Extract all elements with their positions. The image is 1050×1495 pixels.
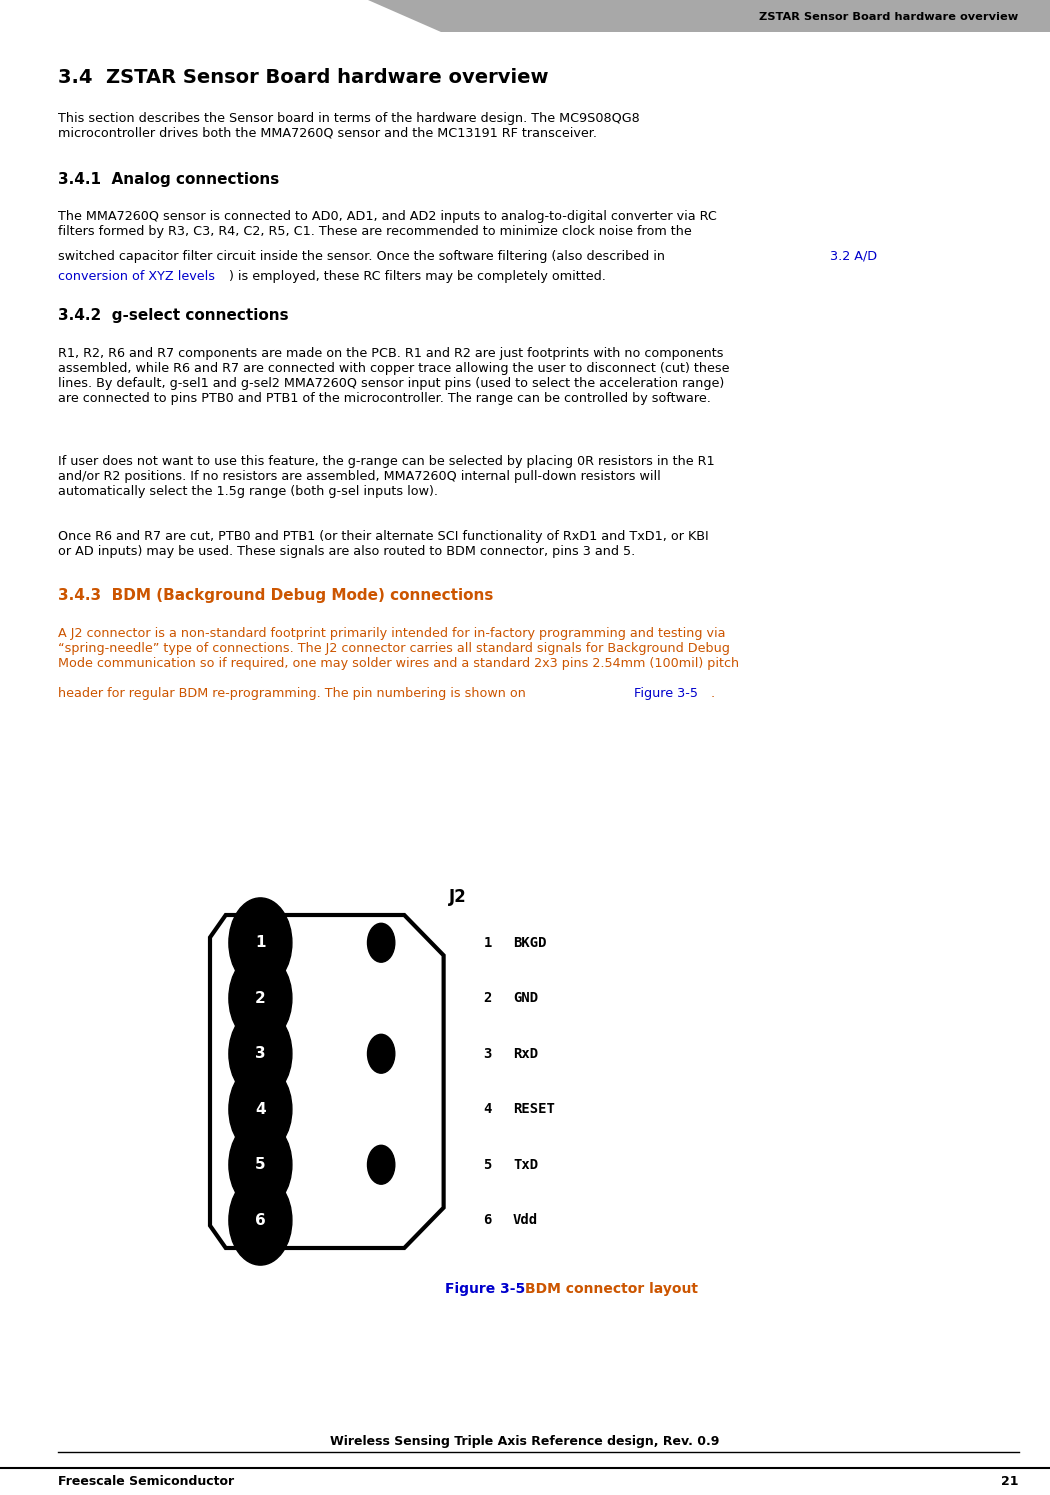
- Text: Once R6 and R7 are cut, PTB0 and PTB1 (or their alternate SCI functionality of R: Once R6 and R7 are cut, PTB0 and PTB1 (o…: [58, 531, 709, 558]
- Text: 1: 1: [255, 936, 266, 951]
- Text: 3.2 A/D: 3.2 A/D: [830, 250, 877, 263]
- Text: GND: GND: [512, 991, 538, 1005]
- Text: BKGD: BKGD: [512, 936, 546, 949]
- Text: 3.4.3  BDM (Background Debug Mode) connections: 3.4.3 BDM (Background Debug Mode) connec…: [58, 588, 494, 602]
- Text: 5: 5: [483, 1157, 491, 1172]
- Polygon shape: [210, 915, 443, 1248]
- Text: 1: 1: [483, 936, 491, 949]
- Text: This section describes the Sensor board in terms of the hardware design. The MC9: This section describes the Sensor board …: [58, 112, 639, 141]
- Text: 3: 3: [483, 1046, 491, 1061]
- Text: header for regular BDM re-programming. The pin numbering is shown on: header for regular BDM re-programming. T…: [58, 686, 529, 700]
- Text: ZSTAR Sensor Board hardware overview: ZSTAR Sensor Board hardware overview: [759, 12, 1018, 22]
- Text: 3: 3: [255, 1046, 266, 1061]
- Text: If user does not want to use this feature, the g-range can be selected by placin: If user does not want to use this featur…: [58, 454, 714, 498]
- Text: 4: 4: [483, 1102, 491, 1117]
- Text: 3.4.1  Analog connections: 3.4.1 Analog connections: [58, 172, 279, 187]
- Text: A J2 connector is a non-standard footprint primarily intended for in-factory pro: A J2 connector is a non-standard footpri…: [58, 626, 739, 670]
- Text: 2: 2: [483, 991, 491, 1005]
- Circle shape: [229, 954, 292, 1044]
- Text: 6: 6: [483, 1214, 491, 1227]
- Text: J2: J2: [449, 888, 466, 906]
- Text: Vdd: Vdd: [512, 1214, 538, 1227]
- Circle shape: [368, 1145, 395, 1184]
- Text: .: .: [711, 686, 715, 700]
- Polygon shape: [368, 0, 1050, 31]
- Text: Wireless Sensing Triple Axis Reference design, Rev. 0.9: Wireless Sensing Triple Axis Reference d…: [331, 1435, 719, 1449]
- Text: 4: 4: [255, 1102, 266, 1117]
- Circle shape: [368, 1035, 395, 1073]
- Text: Figure 3-5: Figure 3-5: [634, 686, 698, 700]
- Text: 3.4  ZSTAR Sensor Board hardware overview: 3.4 ZSTAR Sensor Board hardware overview: [58, 67, 548, 87]
- Circle shape: [229, 1064, 292, 1154]
- Text: RxD: RxD: [512, 1046, 538, 1061]
- Text: TxD: TxD: [512, 1157, 538, 1172]
- Text: 6: 6: [255, 1212, 266, 1227]
- Circle shape: [229, 1120, 292, 1209]
- Text: Figure 3-5: Figure 3-5: [445, 1283, 525, 1296]
- Text: 21: 21: [1001, 1476, 1018, 1488]
- Text: BDM connector layout: BDM connector layout: [525, 1283, 698, 1296]
- Circle shape: [368, 924, 395, 963]
- Text: 5: 5: [255, 1157, 266, 1172]
- Text: 2: 2: [255, 991, 266, 1006]
- Text: 3.4.2  g-select connections: 3.4.2 g-select connections: [58, 308, 289, 323]
- Text: conversion of XYZ levels: conversion of XYZ levels: [58, 269, 215, 283]
- Circle shape: [229, 1175, 292, 1265]
- Text: Freescale Semiconductor: Freescale Semiconductor: [58, 1476, 234, 1488]
- Text: R1, R2, R6 and R7 components are made on the PCB. R1 and R2 are just footprints : R1, R2, R6 and R7 components are made on…: [58, 347, 730, 405]
- Text: The MMA7260Q sensor is connected to AD0, AD1, and AD2 inputs to analog-to-digita: The MMA7260Q sensor is connected to AD0,…: [58, 209, 716, 238]
- Circle shape: [229, 1009, 292, 1099]
- Text: ) is employed, these RC filters may be completely omitted.: ) is employed, these RC filters may be c…: [229, 269, 606, 283]
- Circle shape: [229, 898, 292, 988]
- Text: switched capacitor filter circuit inside the sensor. Once the software filtering: switched capacitor filter circuit inside…: [58, 250, 669, 263]
- Text: RESET: RESET: [512, 1102, 554, 1117]
